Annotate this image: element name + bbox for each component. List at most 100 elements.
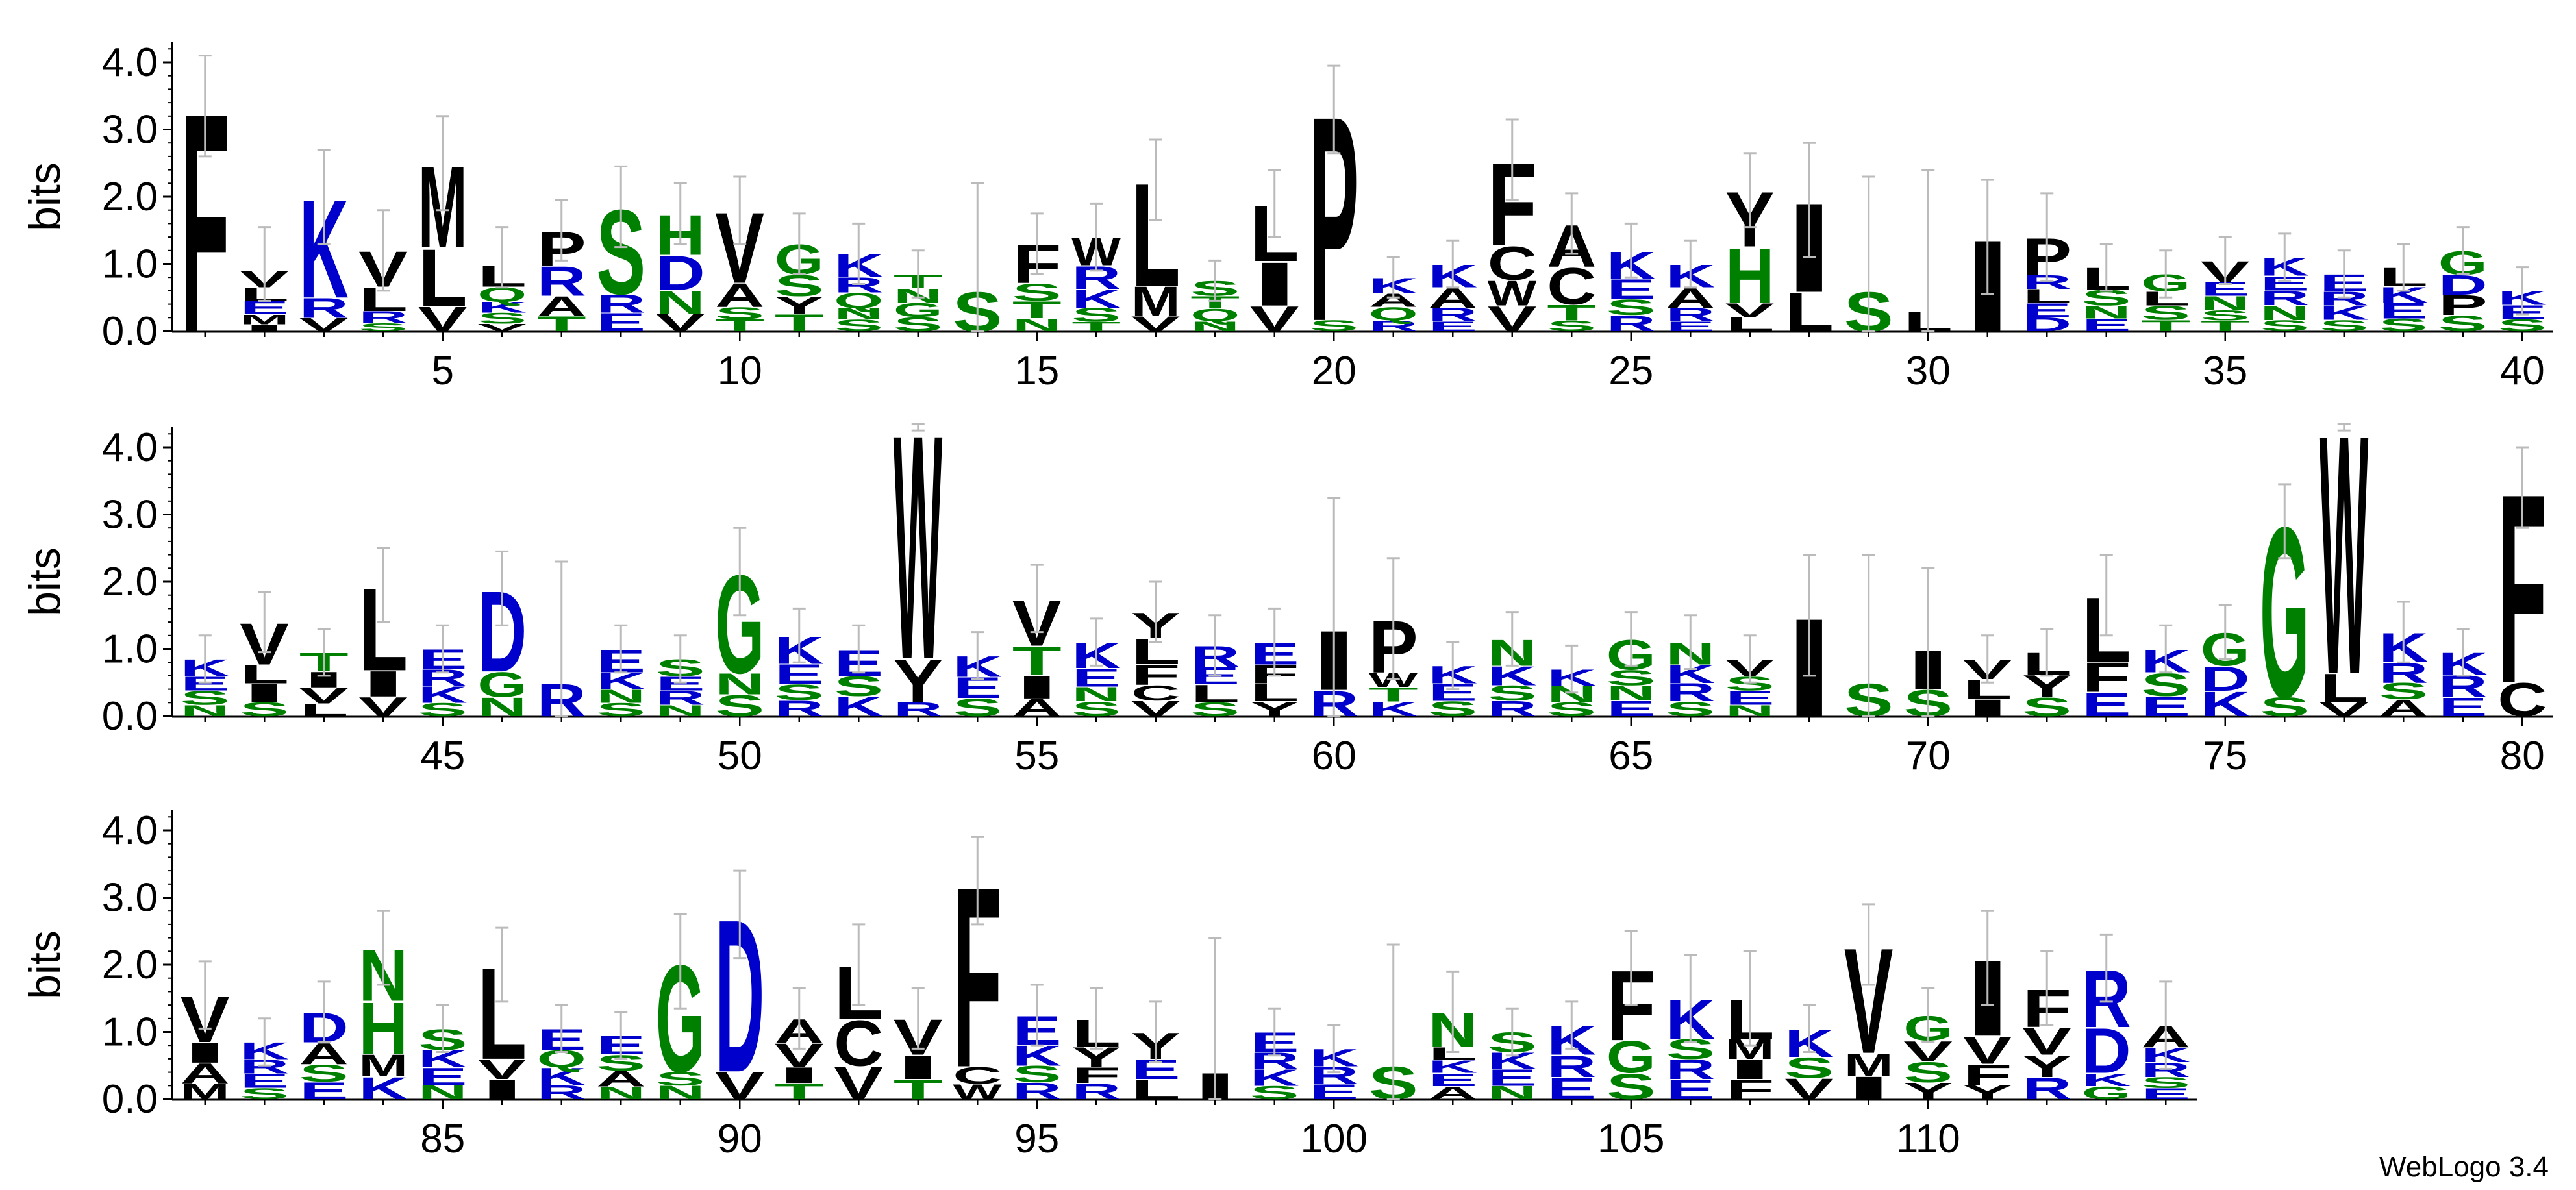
residue-C-pos-57: C	[1131, 681, 1181, 706]
residue-V-pos-57: V	[1131, 697, 1181, 721]
residue-V-pos-111: V	[1963, 1029, 2012, 1072]
error-bar-pos-46	[495, 550, 509, 626]
residue-S-pos-41: S	[181, 687, 230, 709]
residue-K-pos-6: K	[477, 299, 527, 316]
residue-E-pos-26: E	[1666, 319, 1715, 334]
error-bar-pos-7	[555, 199, 568, 262]
residue-S-pos-10: S	[715, 304, 764, 323]
logo-column-75: KDG	[2201, 604, 2250, 724]
residue-R-pos-8: R	[596, 289, 645, 318]
error-bar-pos-6	[495, 226, 509, 289]
error-bar-pos-49	[673, 634, 687, 684]
residue-K-pos-61: K	[1369, 698, 1418, 721]
error-bar-pos-82	[258, 1017, 271, 1067]
residue-G-pos-13: G	[894, 299, 943, 321]
x-tick-label: 110	[1896, 1117, 1960, 1161]
residue-S-pos-72: S	[2022, 692, 2071, 722]
error-bar-pos-4	[377, 209, 390, 292]
error-bar-pos-81	[198, 960, 212, 1030]
error-bar-pos-98	[1208, 937, 1222, 1100]
residue-M-pos-81: M	[181, 1080, 230, 1104]
logo-column-44: VIL	[358, 547, 408, 722]
residue-W-pos-23: W	[1488, 273, 1537, 314]
y-tick-label: 4.0	[102, 808, 158, 853]
residue-V-pos-90: V	[715, 1065, 764, 1108]
error-bar-pos-42	[258, 591, 271, 654]
residue-N-pos-12: N	[834, 305, 883, 323]
error-bar-pos-67	[1743, 634, 1757, 684]
residue-L-pos-77: L	[2320, 665, 2369, 710]
error-bar-pos-62	[1446, 641, 1460, 691]
error-bar-pos-112	[2040, 950, 2054, 1026]
error-bar-pos-3	[317, 149, 331, 245]
residue-R-pos-22: R	[1428, 304, 1477, 325]
x-tick-label: 95	[1014, 1117, 1059, 1161]
logo-column-28: LI	[1784, 142, 1834, 343]
residue-V-pos-19: V	[1250, 299, 1299, 338]
error-bar-pos-17	[1149, 138, 1162, 221]
logo-column-31: I	[1963, 179, 2012, 359]
residue-R-pos-53: R	[894, 699, 943, 721]
residue-R-pos-21: R	[1369, 317, 1418, 334]
y-axis-title: bits	[20, 547, 69, 616]
residue-T-pos-91: T	[775, 1079, 824, 1104]
error-bar-pos-41	[198, 634, 212, 684]
residue-T-pos-93: T	[894, 1074, 943, 1105]
residue-E-pos-56: E	[1071, 663, 1121, 692]
error-bar-pos-2	[258, 226, 271, 302]
logo-column-50: SNG	[715, 527, 764, 723]
residue-S-pos-38: S	[2379, 315, 2428, 335]
error-bar-pos-16	[1090, 202, 1103, 272]
y-tick-label: 4.0	[102, 425, 158, 470]
error-bar-pos-86	[495, 926, 509, 1003]
error-bar-pos-55	[1030, 564, 1044, 634]
residue-V-pos-17: V	[1131, 312, 1181, 336]
error-bar-pos-78	[2397, 601, 2410, 663]
residue-L-pos-28: L	[1784, 282, 1834, 343]
error-bar-pos-103	[1505, 1007, 1519, 1057]
logo-column-8: ERS	[596, 165, 645, 337]
x-tick-label: 45	[420, 734, 465, 778]
logo-column-61: KTWP	[1369, 557, 1418, 721]
y-tick-label: 4.0	[102, 40, 158, 85]
error-bar-pos-66	[1684, 614, 1697, 671]
logo-column-53: RYW	[894, 368, 943, 727]
residue-S-pos-12: S	[834, 317, 883, 335]
residue-R-pos-26: R	[1666, 304, 1715, 325]
residue-C-pos-94: C	[953, 1062, 1002, 1089]
residue-A-pos-88: A	[596, 1066, 645, 1091]
residue-M-pos-17: M	[1131, 278, 1181, 325]
residue-K-pos-99: K	[1250, 1065, 1299, 1091]
residue-K-pos-37: K	[2320, 302, 2369, 324]
y-axis-title: bits	[20, 162, 69, 231]
x-tick-label: 10	[718, 349, 762, 393]
residue-E-pos-8: E	[596, 308, 645, 336]
residue-T-pos-35: T	[2201, 317, 2250, 334]
residue-S-pos-35: S	[2201, 308, 2250, 324]
error-bar-pos-12	[852, 222, 866, 286]
error-bar-pos-79	[2456, 627, 2470, 677]
residue-N-pos-9: N	[656, 284, 705, 321]
residue-R-pos-96: R	[1071, 1079, 1121, 1104]
residue-S-pos-20: S	[1309, 317, 1358, 334]
residue-E-pos-100: E	[1309, 1080, 1358, 1104]
residue-E-pos-51: E	[775, 659, 824, 690]
error-bar-pos-9	[673, 182, 687, 245]
logo-column-1: F	[181, 49, 230, 398]
residue-N-pos-18: N	[1190, 319, 1240, 334]
residue-R-pos-63: R	[1488, 697, 1537, 721]
x-tick-label: 35	[2203, 349, 2247, 393]
